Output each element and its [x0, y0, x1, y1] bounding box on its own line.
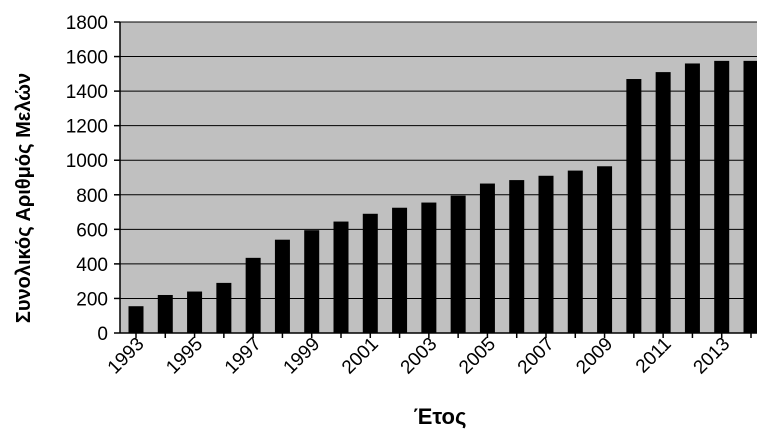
- y-tick-label: 200: [76, 289, 108, 310]
- bar-1993: [129, 306, 144, 333]
- bar-2013: [714, 61, 729, 333]
- y-tick-label: 400: [76, 255, 108, 276]
- x-tick-labels: 1993 1995 1997 1999 2001 2003 2005 2007 2009 2011…: [104, 333, 751, 378]
- bar-2001: [363, 214, 378, 333]
- y-tick-label: 1200: [66, 117, 108, 138]
- bar-1998: [275, 240, 290, 333]
- bar-2002: [392, 208, 407, 333]
- y-axis-title: Συνολικός Αριθμός Μελών: [13, 73, 35, 323]
- x-tick-label: 1997: [221, 334, 266, 379]
- x-tick-label: 2009: [572, 334, 617, 379]
- bar-2008: [568, 171, 583, 333]
- bar-1997: [246, 258, 261, 333]
- y-tick-label: 1000: [66, 151, 108, 172]
- bar-1996: [216, 283, 231, 333]
- bar-2010: [626, 79, 641, 333]
- y-tick-label: 1400: [66, 82, 108, 103]
- bar-2004: [451, 196, 466, 333]
- bar-2011: [656, 72, 671, 333]
- bar-2005: [480, 184, 495, 333]
- x-tick-label: 2005: [455, 334, 500, 379]
- bar-2000: [334, 222, 349, 333]
- x-tick-label: 1995: [162, 334, 207, 379]
- x-tick-label: 1993: [104, 334, 149, 379]
- x-tick-label: 1999: [280, 334, 325, 379]
- bar-2003: [421, 203, 436, 333]
- x-tick-label: 2007: [514, 334, 559, 379]
- y-tick-label: 600: [76, 220, 108, 241]
- x-tick-label: 2003: [397, 334, 442, 379]
- y-tick-label: 1800: [66, 13, 108, 34]
- bar-2014: [744, 61, 757, 333]
- bar-1994: [158, 295, 173, 333]
- bar-1995: [187, 292, 202, 333]
- bar-2007: [539, 176, 554, 333]
- y-tick-label: 800: [76, 186, 108, 207]
- y-tick-labels: 0 200 400 600 800 1000 1200 1400 1600 1800: [66, 13, 120, 345]
- bar-2009: [597, 166, 612, 333]
- bar-2012: [685, 63, 700, 333]
- bar-1999: [304, 230, 319, 333]
- x-tick-label: 2001: [338, 334, 383, 379]
- x-tick-label: 2013: [690, 334, 735, 379]
- y-tick-label: 0: [97, 324, 108, 345]
- x-tick-label: 2011: [632, 334, 676, 378]
- y-tick-label: 1600: [66, 48, 108, 69]
- bar-2006: [509, 180, 524, 333]
- x-axis-title: Έτος: [414, 404, 467, 429]
